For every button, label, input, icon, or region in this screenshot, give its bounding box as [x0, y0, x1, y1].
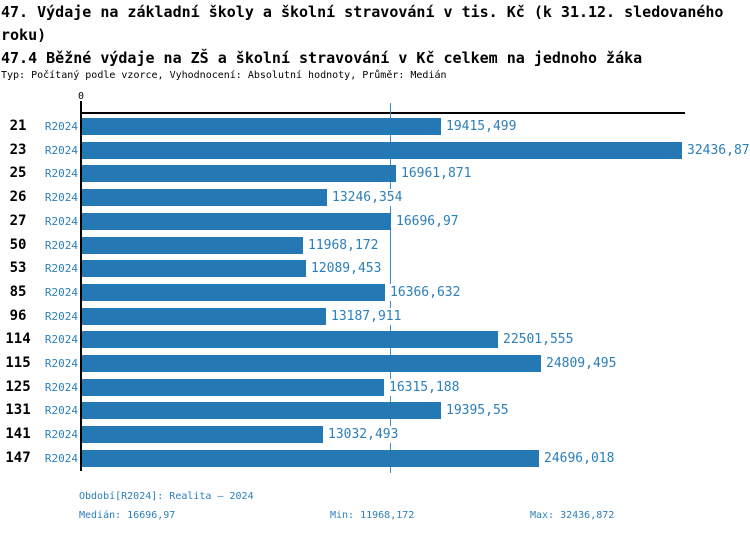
- row-series-label: R2024: [44, 239, 78, 252]
- row-series-label: R2024: [44, 310, 78, 323]
- row-series-label: R2024: [44, 428, 78, 441]
- row-series-label: R2024: [44, 144, 78, 157]
- row-category-label: 141: [5, 426, 31, 442]
- y-axis-line: [80, 112, 82, 471]
- value-bar: [82, 189, 327, 206]
- row-series-label: R2024: [44, 452, 78, 465]
- row-category-label: 26: [9, 189, 27, 205]
- row-category-label: 25: [9, 165, 27, 181]
- row-category-label: 115: [5, 355, 31, 371]
- row-series-label: R2024: [44, 262, 78, 275]
- footer-median: Medián: 16696,97: [79, 510, 176, 521]
- page-subtitle: 47.4 Běžné výdaje na ZŠ a školní stravov…: [1, 49, 643, 67]
- row-series-label: R2024: [44, 381, 78, 394]
- row-series-label: R2024: [44, 167, 78, 180]
- row-series-label: R2024: [44, 286, 78, 299]
- bar-value-label: 22501,555: [502, 331, 575, 348]
- value-bar: [82, 450, 539, 467]
- value-bar: [82, 118, 441, 135]
- bar-value-label: 19395,55: [445, 402, 510, 419]
- row-category-label: 125: [5, 379, 31, 395]
- row-series-label: R2024: [44, 333, 78, 346]
- bar-value-label: 13246,354: [331, 189, 404, 206]
- bar-value-label: 13032,493: [327, 426, 400, 443]
- bar-value-label: 19415,499: [445, 118, 518, 135]
- value-bar: [82, 165, 396, 182]
- value-bar: [82, 142, 682, 159]
- value-bar: [82, 284, 385, 301]
- x-axis-line: [80, 112, 685, 114]
- value-bar: [82, 260, 306, 277]
- footer-period: Období[R2024]: Realita – 2024: [79, 491, 254, 502]
- row-category-label: 131: [5, 402, 31, 418]
- value-bar: [82, 355, 541, 372]
- footer-min: Min: 11968,172: [330, 510, 415, 521]
- value-bar: [82, 308, 326, 325]
- row-category-label: 85: [9, 284, 27, 300]
- row-category-label: 96: [9, 308, 27, 324]
- bar-value-label: 16696,97: [395, 213, 460, 230]
- bar-value-label: 12089,453: [310, 260, 383, 277]
- bar-value-label: 16315,188: [388, 379, 461, 396]
- row-category-label: 53: [9, 260, 27, 276]
- x-axis-zero-tick: [80, 101, 82, 112]
- bar-value-label: 24809,495: [545, 355, 618, 372]
- bar-value-label: 16961,871: [400, 165, 473, 182]
- row-category-label: 27: [9, 213, 27, 229]
- x-axis-zero-label: 0: [77, 91, 85, 102]
- row-series-label: R2024: [44, 120, 78, 133]
- bar-value-label: 32436,872: [686, 142, 750, 159]
- bar-value-label: 24696,018: [543, 450, 616, 467]
- bar-value-label: 11968,172: [307, 237, 380, 254]
- row-category-label: 50: [9, 237, 27, 253]
- bar-value-label: 16366,632: [389, 284, 462, 301]
- footer-max: Max: 32436,872: [530, 510, 615, 521]
- row-series-label: R2024: [44, 357, 78, 370]
- row-series-label: R2024: [44, 191, 78, 204]
- row-category-label: 147: [5, 450, 31, 466]
- value-bar: [82, 379, 384, 396]
- row-category-label: 114: [5, 331, 31, 347]
- bar-value-label: 13187,911: [330, 308, 403, 325]
- row-category-label: 21: [9, 118, 27, 134]
- row-series-label: R2024: [44, 404, 78, 417]
- chart-type-info: Typ: Počítaný podle vzorce, Vyhodnocení:…: [1, 70, 447, 81]
- value-bar: [82, 402, 441, 419]
- value-bar: [82, 213, 391, 230]
- value-bar: [82, 237, 303, 254]
- row-category-label: 23: [9, 142, 27, 158]
- row-series-label: R2024: [44, 215, 78, 228]
- page-title: 47. Výdaje na základní školy a školní st…: [1, 3, 724, 44]
- value-bar: [82, 426, 323, 443]
- value-bar: [82, 331, 498, 348]
